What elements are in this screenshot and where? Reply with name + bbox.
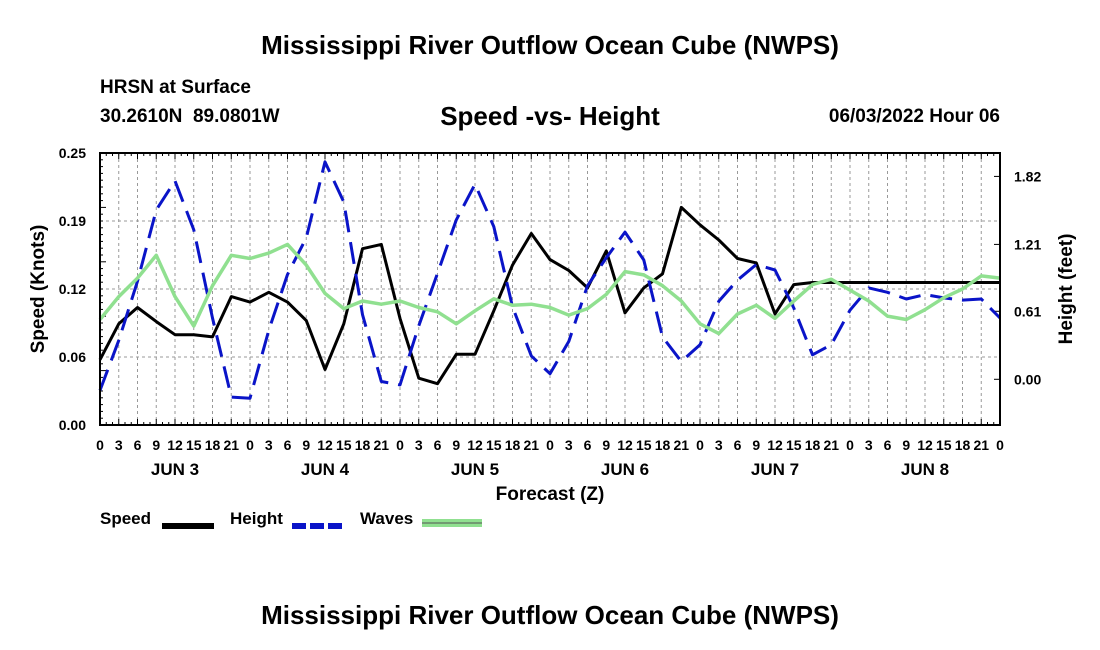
day-label: JUN 7 — [751, 460, 799, 479]
x-tick-label: 6 — [434, 437, 442, 453]
x-tick-label: 0 — [396, 437, 404, 453]
datetime-label: 06/03/2022 Hour 06 — [828, 106, 1000, 127]
x-tick-label: 3 — [715, 437, 723, 453]
x-tick-label: 9 — [302, 437, 310, 453]
x-tick-label: 9 — [752, 437, 760, 453]
x-tick-label: 9 — [902, 437, 910, 453]
x-tick-label: 21 — [823, 437, 839, 453]
chart-subtitle: Speed -vs- Height — [440, 101, 660, 131]
x-tick-label: 6 — [584, 437, 592, 453]
day-label: JUN 5 — [451, 460, 499, 479]
footer-title: Mississippi River Outflow Ocean Cube (NW… — [261, 600, 839, 630]
x-tick-label: 0 — [696, 437, 704, 453]
x-tick-label: 9 — [602, 437, 610, 453]
legend-speed-swatch — [162, 517, 214, 535]
x-tick-label: 0 — [846, 437, 854, 453]
day-label: JUN 8 — [901, 460, 949, 479]
x-tick-label: 6 — [884, 437, 892, 453]
page-title: Mississippi River Outflow Ocean Cube (NW… — [261, 30, 839, 60]
day-label: JUN 6 — [601, 460, 649, 479]
x-tick-label: 18 — [505, 437, 521, 453]
x-tick-label: 15 — [636, 437, 652, 453]
x-tick-label: 6 — [284, 437, 292, 453]
x-axis-title: Forecast (Z) — [496, 484, 605, 505]
x-tick-label: 21 — [373, 437, 389, 453]
y-tick-label: 0.06 — [59, 349, 86, 365]
x-tick-label: 15 — [336, 437, 352, 453]
x-tick-label: 12 — [317, 437, 333, 453]
x-tick-label: 18 — [205, 437, 221, 453]
x-tick-label: 18 — [355, 437, 371, 453]
legend-waves-swatch — [422, 515, 482, 533]
y-tick-label: 0.19 — [59, 213, 86, 229]
x-tick-label: 15 — [936, 437, 952, 453]
x-tick-label: 21 — [223, 437, 239, 453]
y-tick-label: 0.12 — [59, 281, 86, 297]
x-tick-label: 3 — [265, 437, 273, 453]
gridlines — [100, 153, 1000, 425]
legend-waves-label: Waves — [360, 509, 414, 528]
x-tick-label: 15 — [786, 437, 802, 453]
x-tick-label: 9 — [452, 437, 460, 453]
x-tick-label: 6 — [134, 437, 142, 453]
y2-tick-label: 1.21 — [1014, 236, 1041, 252]
x-tick-label: 12 — [467, 437, 483, 453]
coordinates-label: 30.2610N 89.0801W — [100, 106, 280, 127]
y2-axis-title: Height (feet) — [1056, 234, 1077, 345]
x-tick-label: 21 — [973, 437, 989, 453]
x-tick-label: 18 — [805, 437, 821, 453]
legend-height-swatch — [292, 517, 344, 535]
y-tick-label: 0.25 — [59, 145, 86, 161]
day-label: JUN 3 — [151, 460, 199, 479]
x-tick-label: 3 — [415, 437, 423, 453]
x-tick-label: 12 — [917, 437, 933, 453]
y2-tick-label: 0.61 — [1014, 303, 1041, 319]
legend-speed-label: Speed — [100, 509, 152, 528]
plot-frame — [99, 152, 1001, 426]
x-tick-label: 12 — [767, 437, 783, 453]
x-tick-label: 3 — [865, 437, 873, 453]
x-tick-label: 18 — [955, 437, 971, 453]
y-axis-title: Speed (Knots) — [28, 225, 49, 354]
x-tick-label: 0 — [996, 437, 1004, 453]
y-tick-label: 0.00 — [59, 417, 86, 433]
x-tick-label: 21 — [523, 437, 539, 453]
x-tick-label: 3 — [115, 437, 123, 453]
x-tick-label: 15 — [186, 437, 202, 453]
legend-height-label: Height — [230, 509, 283, 528]
x-tick-label: 6 — [734, 437, 742, 453]
x-tick-label: 12 — [167, 437, 183, 453]
x-tick-label: 15 — [486, 437, 502, 453]
x-tick-label: 0 — [96, 437, 104, 453]
station-label: HRSN at Surface — [100, 77, 251, 98]
y2-tick-label: 0.00 — [1014, 371, 1041, 387]
x-tick-label: 12 — [617, 437, 633, 453]
day-label: JUN 4 — [301, 460, 350, 479]
y2-tick-label: 1.82 — [1014, 168, 1041, 184]
x-tick-label: 18 — [655, 437, 671, 453]
x-tick-label: 0 — [546, 437, 554, 453]
x-tick-label: 21 — [673, 437, 689, 453]
x-tick-label: 9 — [152, 437, 160, 453]
x-tick-label: 0 — [246, 437, 254, 453]
x-tick-label: 3 — [565, 437, 573, 453]
